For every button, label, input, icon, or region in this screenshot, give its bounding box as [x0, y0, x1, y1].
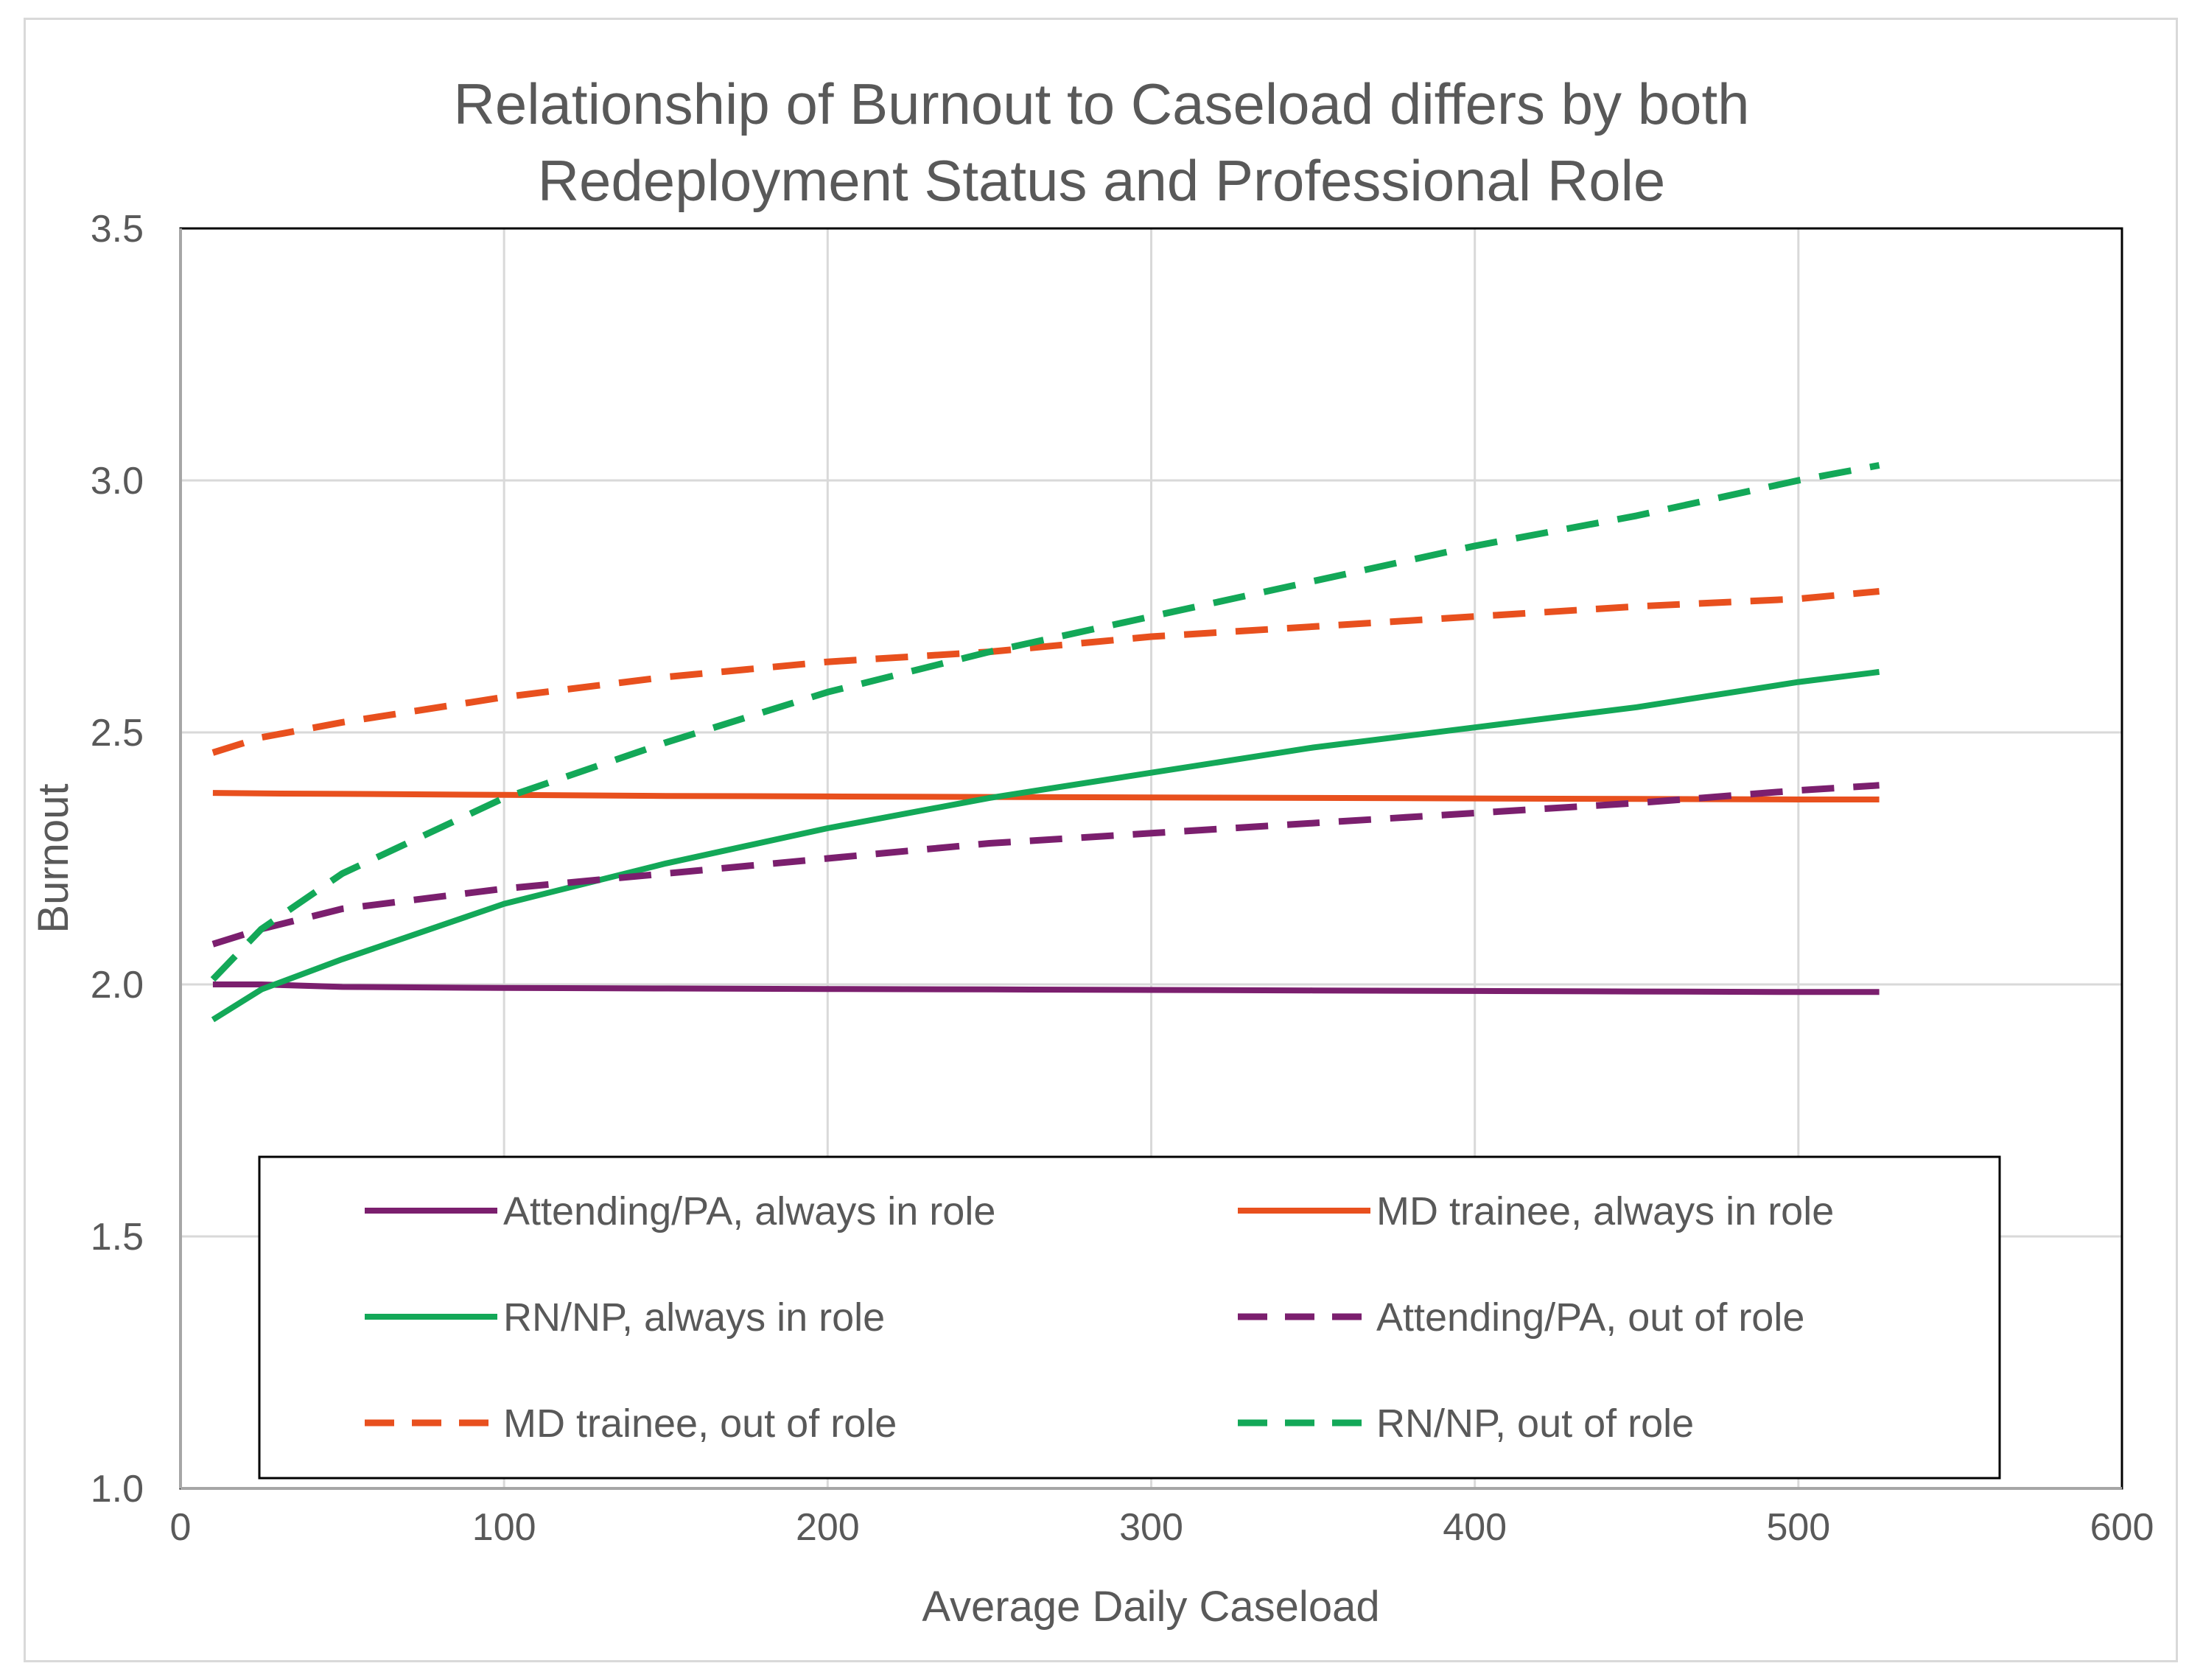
x-axis-title: Average Daily Caseload [922, 1583, 1379, 1631]
y-tick-label: 3.5 [91, 208, 144, 251]
series-line-2 [212, 790, 1880, 802]
y-tick-label: 2.5 [91, 712, 144, 755]
series-line-4 [211, 782, 1880, 948]
y-tick-label: 2.0 [91, 964, 144, 1007]
x-tick-label: 400 [1443, 1506, 1507, 1549]
x-tick-label: 200 [796, 1506, 860, 1549]
x-tick-label: 100 [472, 1506, 536, 1549]
legend-label-5: MD trainee, out of role [503, 1401, 897, 1446]
legend-label-1: Attending/PA, always in role [503, 1189, 995, 1233]
legend-label-2: MD trainee, always in role [1376, 1189, 1834, 1233]
x-tick-label: 500 [1766, 1506, 1830, 1549]
legend-label-4: Attending/PA, out of role [1376, 1295, 1804, 1340]
x-axis-ticks: 0 100 200 300 400 500 600 [170, 1506, 2154, 1549]
x-tick-label: 300 [1119, 1506, 1183, 1549]
series-line-6 [210, 462, 1880, 982]
y-axis-title: Burnout [29, 783, 77, 933]
y-tick-label: 1.5 [91, 1216, 144, 1259]
series-line-5 [211, 588, 1880, 756]
legend-box [258, 1155, 2001, 1480]
y-tick-label: 1.0 [91, 1468, 144, 1511]
legend-label-3: RN/NP, always in role [503, 1295, 885, 1340]
y-axis-ticks: 1.0 1.5 2.0 2.5 3.0 3.5 [91, 208, 144, 1511]
series-lines [210, 462, 1880, 1023]
chart-title-line-2: Redeployment Status and Professional Rol… [538, 148, 1666, 213]
chart-title: Relationship of Burnout to Caseload diff… [454, 71, 1750, 213]
legend-label-6: RN/NP, out of role [1376, 1401, 1694, 1446]
x-tick-label: 0 [170, 1506, 192, 1549]
x-tick-label: 600 [2090, 1506, 2154, 1549]
series-line-3 [211, 668, 1880, 1023]
series-line-1 [212, 981, 1880, 995]
y-tick-label: 3.0 [91, 460, 144, 503]
legend: Attending/PA, always in role MD trainee, … [258, 1155, 2001, 1480]
chart-title-line-1: Relationship of Burnout to Caseload diff… [454, 71, 1750, 136]
